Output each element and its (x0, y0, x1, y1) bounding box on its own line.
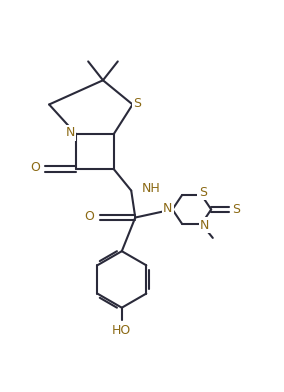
Text: NH: NH (141, 182, 160, 195)
Text: O: O (31, 161, 41, 174)
Text: S: S (232, 203, 240, 216)
Text: S: S (133, 97, 141, 110)
Text: N: N (200, 219, 209, 232)
Text: HO: HO (112, 323, 131, 337)
Text: N: N (163, 202, 172, 216)
Text: S: S (199, 186, 207, 199)
Text: O: O (84, 210, 94, 223)
Text: N: N (65, 126, 75, 139)
